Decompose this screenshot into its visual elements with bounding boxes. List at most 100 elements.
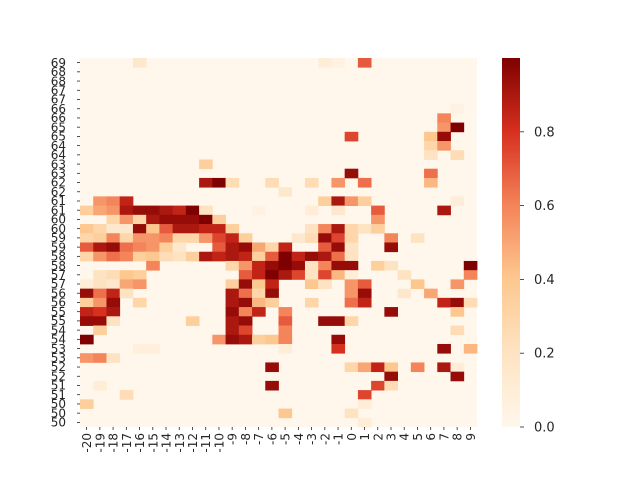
heatmap-cell (146, 214, 160, 225)
heatmap-cell (265, 251, 279, 262)
heatmap-cell (265, 288, 279, 299)
heatmap-cell (318, 251, 332, 262)
heatmap-cell (344, 297, 359, 308)
x-tick-label: -3 (305, 433, 319, 445)
x-tick-label: 5 (411, 433, 425, 441)
heatmap-cell (159, 242, 174, 253)
y-tick-label: 68 (51, 65, 66, 79)
x-tick-label: -15 (146, 433, 160, 453)
heatmap-cell (424, 131, 438, 142)
heatmap-cell (397, 288, 412, 299)
heatmap-cell (265, 270, 279, 280)
y-tick-label: 52 (51, 369, 66, 383)
heatmap-cell (146, 343, 160, 354)
heatmap-cell (410, 279, 425, 290)
heatmap-cell (344, 362, 359, 373)
heatmap-cell (132, 205, 147, 216)
heatmap-cell (225, 177, 240, 188)
heatmap-cell (252, 307, 266, 317)
y-tick-label: 64 (51, 139, 66, 153)
heatmap-cell (185, 251, 200, 262)
heatmap-cell (172, 233, 187, 243)
heatmap-cell (450, 122, 465, 133)
heatmap-cell (185, 233, 200, 243)
x-axis-ticks: -20 -19 -18 -17 -16 -15 -14 -13 -12 -11 -10 -9 -8 -7-… (80, 427, 478, 453)
x-tick-label: -16 (133, 433, 147, 453)
heatmap-cell (450, 371, 465, 382)
heatmap-cell (199, 224, 213, 234)
heatmap-cell (119, 224, 134, 234)
heatmap-cell (132, 270, 147, 280)
heatmap-cell (212, 224, 226, 234)
heatmap-cell (106, 233, 121, 243)
heatmap-cell (238, 325, 253, 336)
heatmap-cell (106, 224, 121, 234)
y-tick-label: 50 (51, 397, 66, 411)
heatmap-cell (146, 251, 160, 262)
heatmap-cell (93, 279, 107, 290)
heatmap-cell (93, 325, 107, 336)
heatmap-cell (106, 307, 121, 317)
heatmap-cell (80, 334, 94, 345)
heatmap-cell (132, 214, 147, 225)
x-tick-label: -4 (292, 433, 306, 445)
heatmap-cell (265, 279, 279, 290)
heatmap-cell (146, 233, 160, 243)
heatmap-cell (93, 307, 107, 317)
heatmap-cell (331, 224, 346, 234)
heatmap-cell (424, 150, 438, 160)
heatmap-cell (225, 224, 240, 234)
heatmap-cell (304, 251, 319, 262)
heatmap-cell (132, 251, 147, 262)
heatmap-cell (212, 242, 226, 253)
heatmap-cell (225, 288, 240, 299)
heatmap-cell (331, 316, 346, 326)
heatmap-cell (278, 343, 293, 354)
heatmap-cell (437, 131, 451, 142)
heatmap-cell (384, 380, 398, 391)
heatmap-cell (93, 270, 107, 280)
heatmap-cell (225, 325, 240, 336)
heatmap-cell (437, 113, 451, 123)
heatmap-cell (357, 224, 372, 234)
heatmap-cell (357, 288, 372, 299)
heatmap-cell (384, 371, 398, 382)
y-tick-label: 53 (51, 351, 66, 365)
x-tick-label: -8 (239, 433, 253, 445)
heatmap-cell (291, 251, 306, 262)
heatmap-cell (225, 233, 240, 243)
heatmap-cell (212, 233, 226, 243)
colorbar-tick-label: 0.0 (534, 421, 555, 436)
x-tick-label: 1 (358, 433, 372, 441)
heatmap-cell (450, 325, 465, 336)
y-tick-label: 69 (51, 56, 66, 70)
heatmap-cell (371, 224, 385, 234)
heatmap-cells (80, 58, 478, 428)
heatmap-cell (159, 214, 174, 225)
heatmap-cell (371, 260, 385, 271)
heatmap-cell (291, 260, 306, 271)
heatmap-cell (437, 297, 451, 308)
heatmap-cell (119, 205, 134, 216)
heatmap-cell (172, 214, 187, 225)
y-tick-label: 54 (51, 323, 66, 337)
heatmap-cell (106, 251, 121, 262)
heatmap-cell (437, 362, 451, 373)
heatmap-cell (344, 270, 359, 280)
heatmap-cell (119, 233, 134, 243)
y-tick-label: 61 (51, 194, 66, 208)
y-tick-label: 57 (51, 277, 66, 291)
heatmap-cell (238, 279, 253, 290)
y-tick-label: 53 (51, 342, 66, 356)
heatmap-cell (357, 399, 372, 409)
heatmap-cell (212, 334, 226, 345)
heatmap-cell (172, 242, 187, 253)
heatmap-cell (225, 316, 240, 326)
heatmap-cell (132, 242, 147, 253)
heatmap-cell (185, 214, 200, 225)
heatmap-cell (132, 233, 147, 243)
heatmap-cell (357, 390, 372, 400)
heatmap-cell (238, 334, 253, 345)
heatmap-cell (344, 131, 359, 142)
